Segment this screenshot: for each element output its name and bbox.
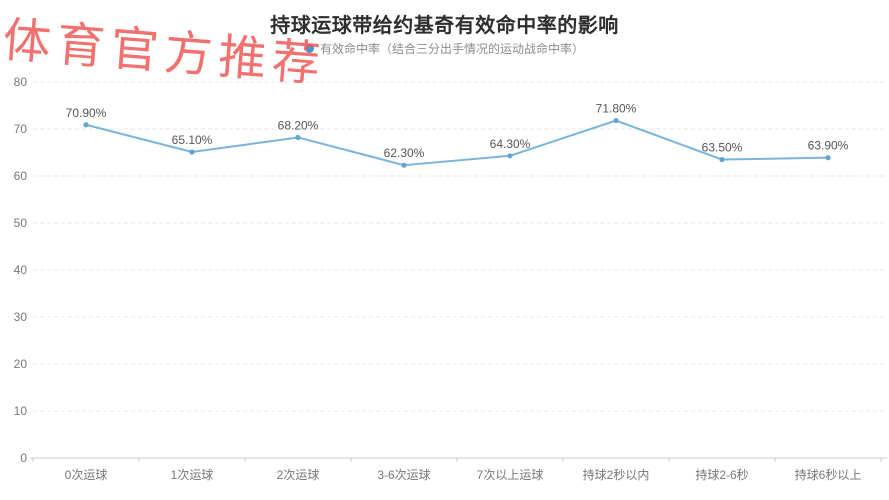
y-axis-label: 60 bbox=[14, 169, 28, 183]
data-point[interactable] bbox=[719, 156, 725, 163]
y-axis-label: 80 bbox=[14, 75, 28, 89]
y-axis-label: 20 bbox=[14, 357, 28, 371]
x-axis-label: 0次运球 bbox=[65, 468, 108, 482]
data-point-label: 68.20% bbox=[278, 118, 319, 132]
y-axis-label: 30 bbox=[14, 310, 28, 324]
data-point[interactable] bbox=[825, 155, 831, 161]
legend-dot-icon bbox=[304, 44, 314, 53]
data-point-label: 64.30% bbox=[490, 137, 531, 151]
legend-label: 有效命中率（结合三分出手情况的运动战命中率） bbox=[319, 42, 584, 56]
data-point-label: 65.10% bbox=[172, 133, 213, 147]
x-axis-label: 持球2-6秒 bbox=[695, 467, 748, 482]
x-axis-label: 持球6秒以上 bbox=[795, 467, 862, 482]
data-point-label: 63.50% bbox=[702, 141, 743, 155]
data-point-label: 62.30% bbox=[384, 146, 425, 160]
data-point-label: 70.90% bbox=[66, 106, 107, 120]
data-point[interactable] bbox=[613, 117, 619, 124]
series-line bbox=[85, 119, 829, 167]
y-axis-label: 50 bbox=[14, 216, 28, 230]
data-point[interactable] bbox=[189, 149, 195, 155]
data-point-label: 71.80% bbox=[596, 102, 637, 116]
data-point[interactable] bbox=[507, 153, 513, 159]
x-axis-label: 7次以上运球 bbox=[477, 468, 544, 482]
x-axis-label: 3-6次运球 bbox=[377, 468, 430, 482]
data-point-label: 63.90% bbox=[808, 139, 849, 153]
y-axis-label: 40 bbox=[14, 263, 28, 277]
chart-title: 持球运球带给约基奇有效命中率的影响 bbox=[270, 15, 619, 37]
x-axis-label: 持球2秒以内 bbox=[583, 467, 650, 482]
data-point[interactable] bbox=[401, 162, 407, 168]
data-point[interactable] bbox=[295, 134, 301, 141]
y-axis-label: 70 bbox=[14, 122, 28, 136]
y-axis-label: 10 bbox=[14, 404, 28, 418]
data-point[interactable] bbox=[83, 122, 89, 128]
x-axis-label: 1次运球 bbox=[171, 468, 214, 482]
x-axis-label: 2次运球 bbox=[277, 468, 320, 482]
y-axis-label: 0 bbox=[20, 451, 27, 465]
legend[interactable]: 有效命中率（结合三分出手情况的运动战命中率） bbox=[0, 40, 889, 57]
